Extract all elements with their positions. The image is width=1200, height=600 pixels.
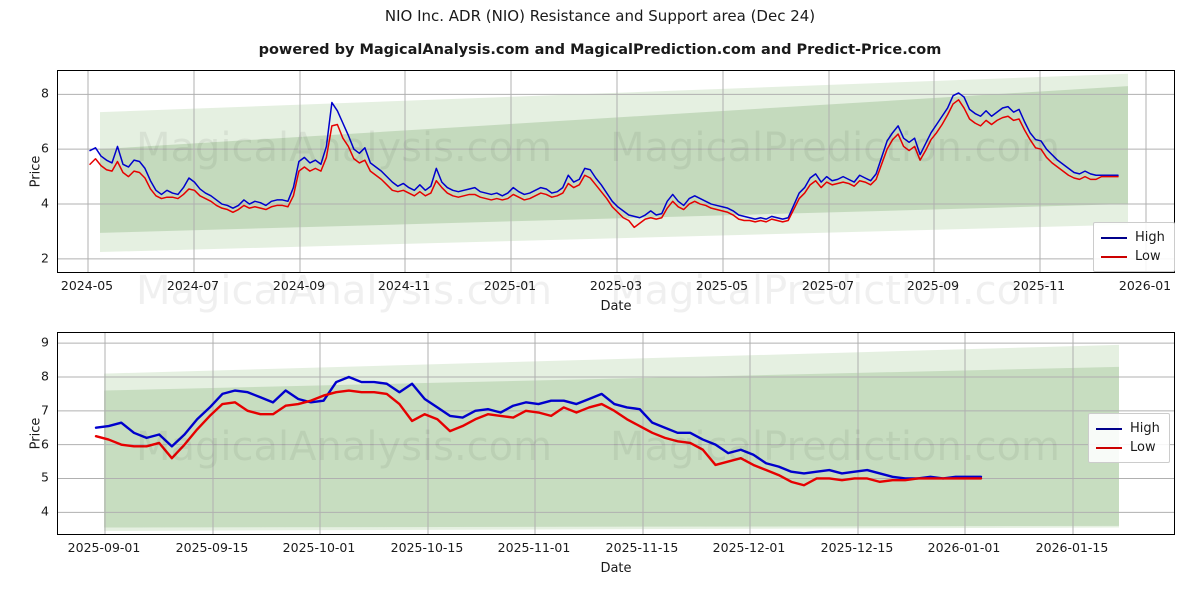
legend-item-high: High (1101, 228, 1165, 247)
x-tick-label: 2025-09-15 (175, 540, 249, 555)
y-tick-label: 6 (41, 436, 49, 452)
x-tick-label: 2025-09 (906, 278, 960, 293)
legend-bottom: High Low (1088, 413, 1170, 463)
x-tick-label: 2024-09 (272, 278, 326, 293)
chart-panel-overview (57, 70, 1175, 273)
legend-label-low: Low (1135, 249, 1161, 264)
y-tick-label: 4 (41, 503, 49, 519)
legend-swatch-high (1096, 427, 1122, 430)
legend-swatch-high (1101, 236, 1127, 239)
x-axis-label-bottom: Date (600, 561, 632, 576)
x-tick-label: 2024-07 (166, 278, 220, 293)
x-tick-label: 2024-11 (377, 278, 431, 293)
page-title: NIO Inc. ADR (NIO) Resistance and Suppor… (384, 7, 816, 25)
legend-item-high: High (1096, 419, 1160, 438)
y-tick-label: 2 (41, 250, 49, 266)
legend-label-low: Low (1130, 440, 1156, 455)
y-tick-label: 6 (41, 140, 49, 156)
y-tick-label: 8 (41, 368, 49, 384)
x-axis-label-top: Date (600, 299, 632, 314)
x-tick-label: 2026-01-15 (1035, 540, 1109, 555)
plot-canvas-bottom (58, 333, 1174, 534)
x-tick-label: 2025-12-01 (712, 540, 786, 555)
x-tick-label: 2025-07 (801, 278, 855, 293)
legend-item-low: Low (1096, 438, 1160, 457)
x-tick-label: 2026-01 (1118, 278, 1172, 293)
page-subtitle: powered by MagicalAnalysis.com and Magic… (258, 42, 942, 58)
y-tick-label: 8 (41, 85, 49, 101)
y-tick-label: 4 (41, 195, 49, 211)
x-tick-label: 2025-11 (1012, 278, 1066, 293)
y-tick-label: 5 (41, 469, 49, 485)
legend-top: High Low (1093, 222, 1175, 272)
x-tick-label: 2026-01-01 (927, 540, 1001, 555)
x-tick-label: 2025-05 (695, 278, 749, 293)
y-tick-label: 7 (41, 402, 49, 418)
chart-panel-detail (57, 332, 1175, 535)
y-tick-label: 9 (41, 334, 49, 350)
x-tick-label: 2025-09-01 (67, 540, 141, 555)
x-tick-label: 2025-10-01 (282, 540, 356, 555)
x-tick-label: 2024-05 (60, 278, 114, 293)
legend-swatch-low (1096, 446, 1122, 449)
legend-label-high: High (1135, 230, 1165, 245)
x-tick-label: 2025-11-15 (605, 540, 679, 555)
legend-swatch-low (1101, 255, 1127, 258)
x-tick-label: 2025-01 (483, 278, 537, 293)
x-tick-label: 2025-12-15 (820, 540, 894, 555)
legend-label-high: High (1130, 421, 1160, 436)
x-tick-label: 2025-03 (589, 278, 643, 293)
plot-area-bottom (57, 332, 1175, 535)
x-tick-label: 2025-11-01 (497, 540, 571, 555)
legend-item-low: Low (1101, 247, 1165, 266)
plot-canvas-top (58, 71, 1174, 272)
plot-area-top (57, 70, 1175, 273)
x-tick-label: 2025-10-15 (390, 540, 464, 555)
